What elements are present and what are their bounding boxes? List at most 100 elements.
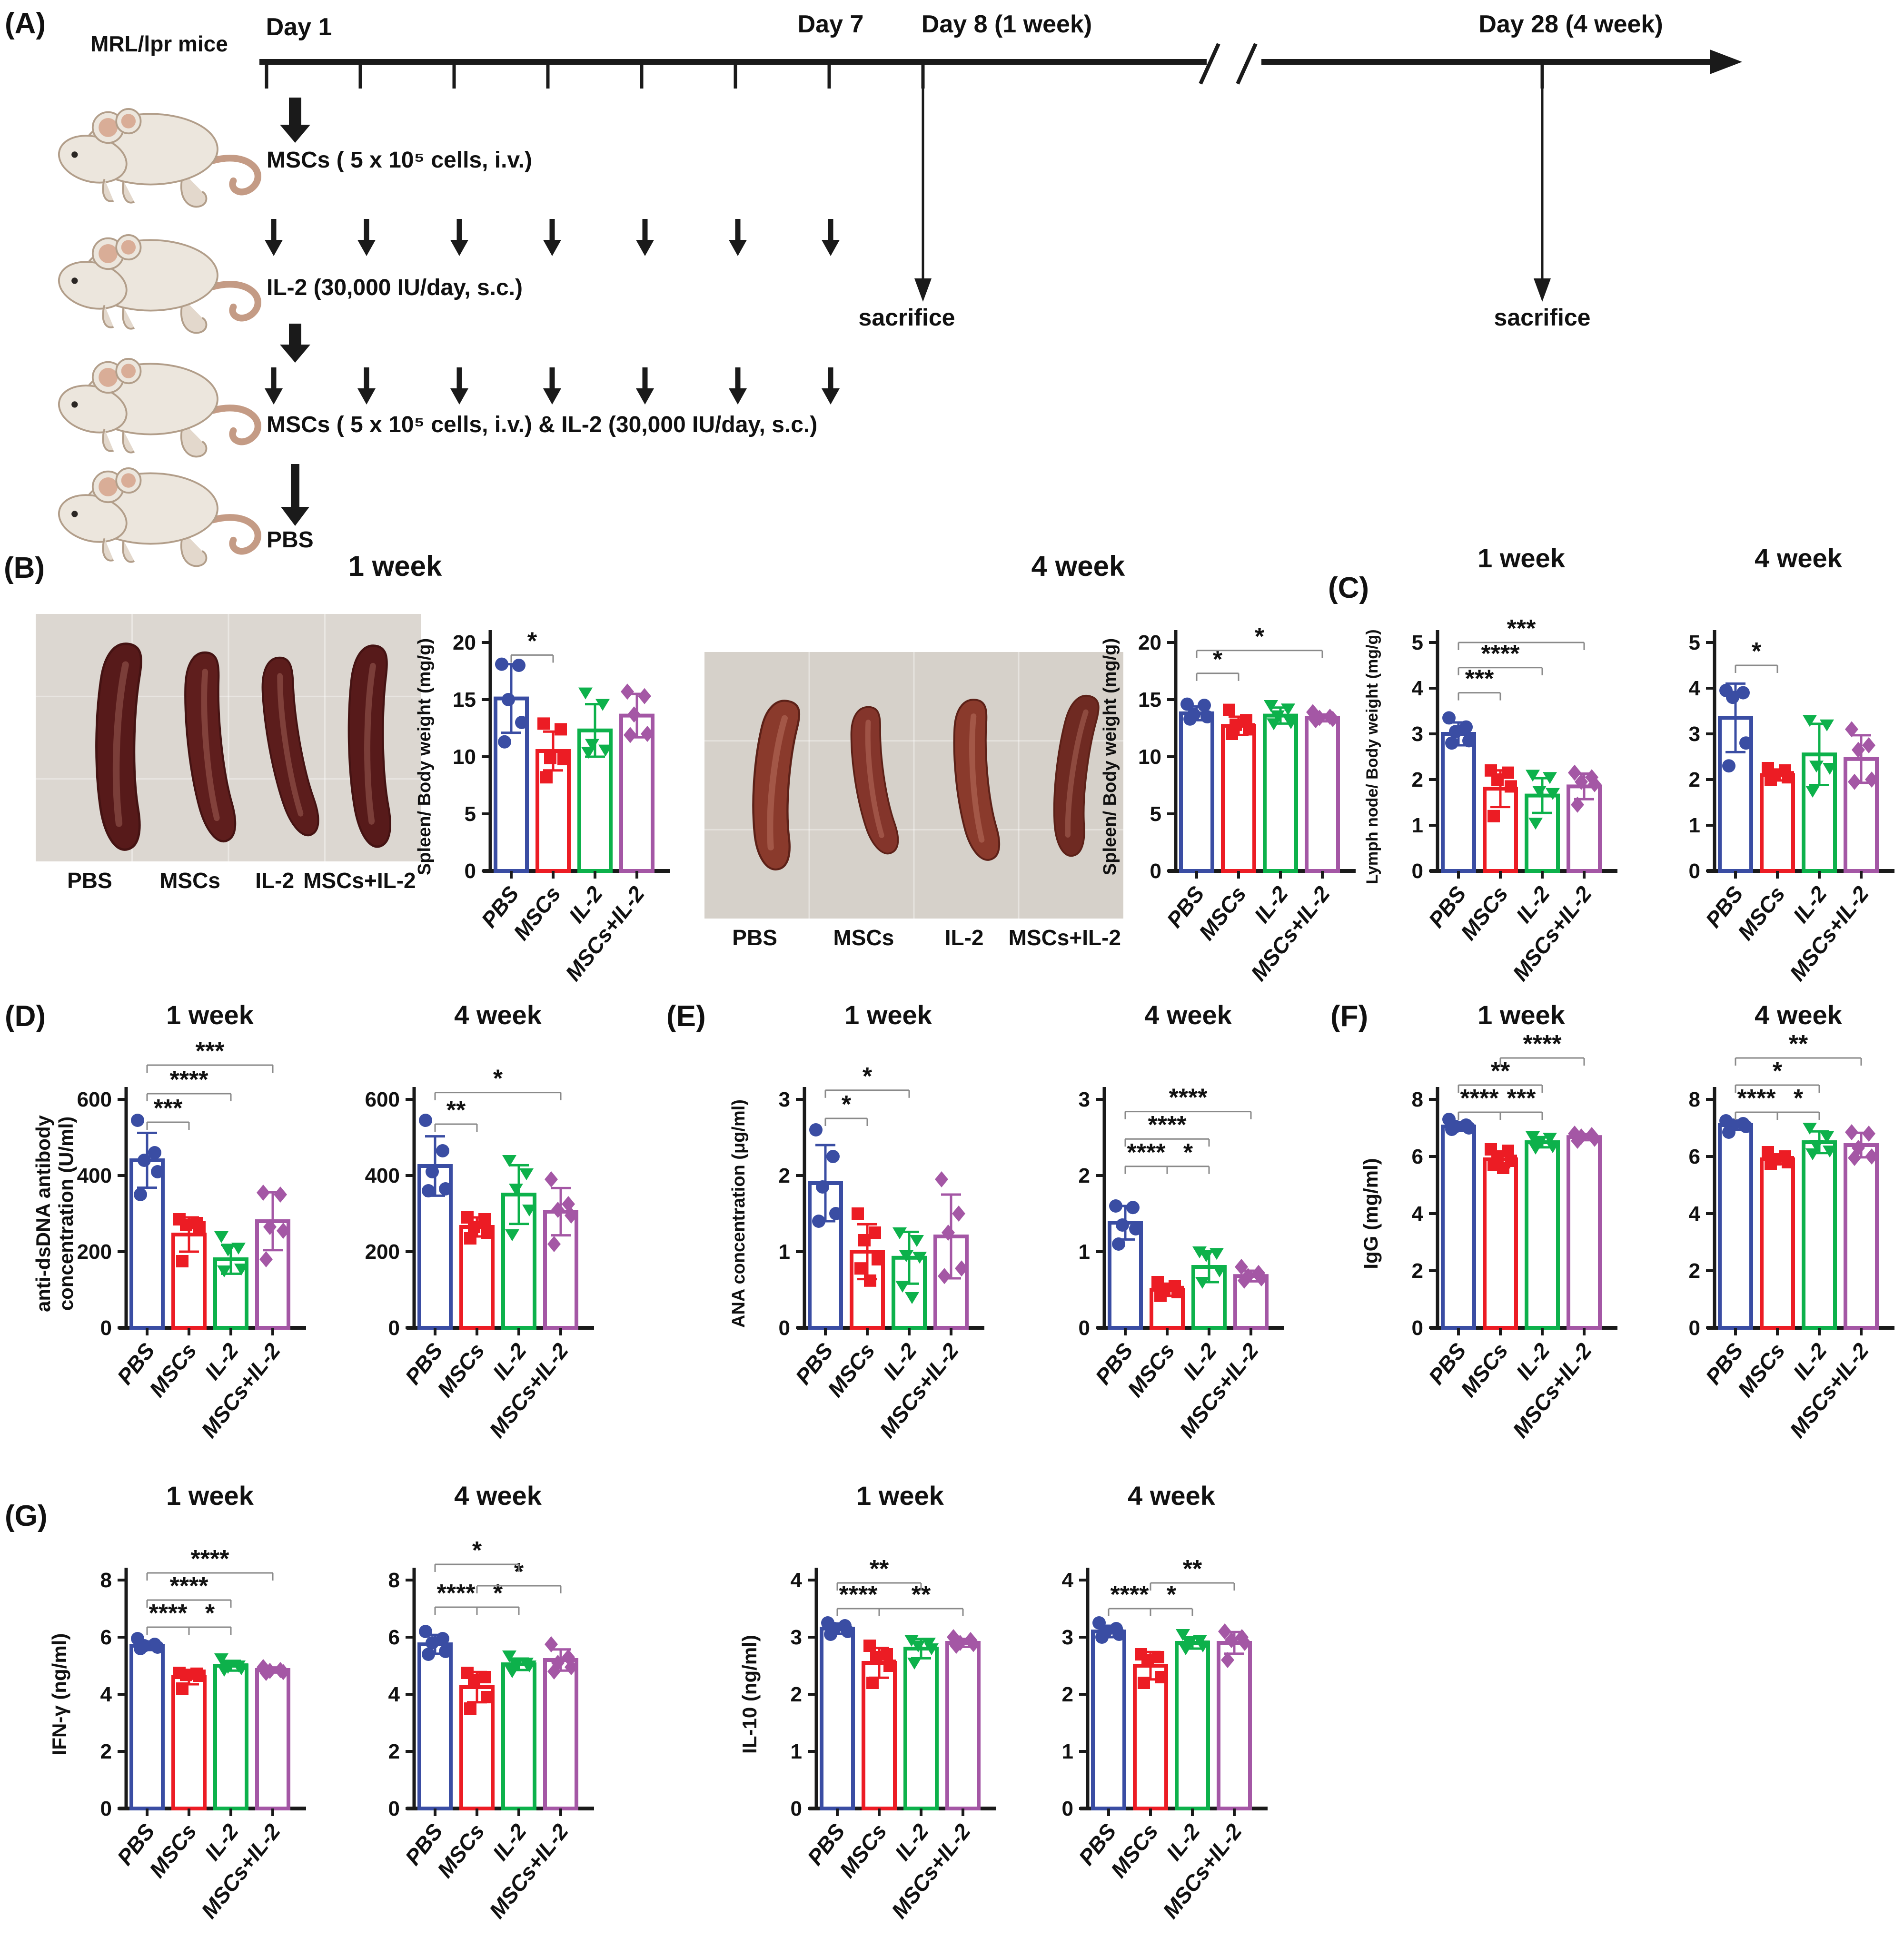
data-point-triangle-down-marker xyxy=(1823,1146,1837,1157)
data-point-circle-marker xyxy=(1722,759,1735,773)
spleen-photo-image xyxy=(704,652,1123,919)
spleen-photo-week1 xyxy=(36,614,421,861)
injection-arrow-icon xyxy=(280,345,310,363)
data-point-square-marker xyxy=(464,1702,476,1715)
bar-group-IL-2: IL-2 xyxy=(564,687,613,928)
sig-bracket: **** xyxy=(434,1580,478,1615)
panel-a-label: (A) xyxy=(5,7,46,40)
text-label: concentration (U/ml) xyxy=(55,1117,77,1311)
data-point-square-marker xyxy=(1223,703,1235,716)
data-point-diamond-marker xyxy=(547,1663,561,1680)
bar-IL-2 xyxy=(501,1662,536,1810)
data-point-circle-marker xyxy=(824,1628,837,1641)
data-point-square-marker xyxy=(180,1669,192,1681)
data-point-circle-marker xyxy=(515,716,528,729)
text-label: 1 xyxy=(1689,814,1700,837)
bar-group-IL-2: IL-2 xyxy=(1250,700,1298,928)
chart-title: 1 week xyxy=(166,1481,254,1511)
axes: 0 5 10 15 20 xyxy=(1138,630,1356,883)
data-point-circle-marker xyxy=(1112,1237,1125,1251)
data-point-triangle-down-marker xyxy=(895,1281,910,1293)
bar-group-IL-2: IL-2 xyxy=(1511,1131,1560,1384)
sig-stars: **** xyxy=(1148,1111,1187,1139)
data-point-triangle-down-marker xyxy=(1267,718,1281,731)
data-point-circle-marker xyxy=(1180,697,1194,711)
panel-b-week4-title: 4 week xyxy=(1031,550,1125,582)
data-point-square-marker xyxy=(180,1219,192,1231)
spleen-photo-image xyxy=(36,614,421,861)
bar-MSCs+IL-2 xyxy=(1305,716,1340,873)
data-point-triangle-down-marker xyxy=(1210,1248,1224,1260)
sig-stars: **** xyxy=(170,1572,209,1600)
data-point-circle-marker xyxy=(1459,720,1473,734)
data-point-square-marker xyxy=(481,1226,494,1239)
bar-MSCs xyxy=(1133,1664,1168,1810)
data-point-circle-marker xyxy=(1739,736,1753,750)
treatment-row-pbs: PBS xyxy=(267,464,314,553)
chart-title: 1 week xyxy=(844,1000,932,1030)
data-point-triangle-down-marker xyxy=(912,1252,927,1264)
photo-label-il2: IL-2 xyxy=(944,925,984,950)
chart-lymphnode-weight-1week: 1 week Lymph node/ Body weight (mg/g) 0 1 2 3… xyxy=(1357,543,1623,999)
text-label: 3 xyxy=(791,1626,802,1649)
y-axis-label: IL-10 (ng/ml) xyxy=(738,1635,761,1754)
data-point-square-marker xyxy=(1502,766,1514,779)
data-point-circle-marker xyxy=(1726,691,1739,704)
text-label: 6 xyxy=(1412,1145,1423,1168)
bar-chart-B2: Spleen/ Body weight (mg/g) 05101520PBSMSC… xyxy=(1100,623,1356,985)
photo-label-pbs: PBS xyxy=(732,925,777,950)
data-point-square-marker xyxy=(1141,1654,1154,1666)
text-label: 4 week xyxy=(454,1481,542,1511)
spleen-shape xyxy=(95,642,142,851)
data-point-triangle-down-marker xyxy=(505,1666,519,1678)
data-point-circle-marker xyxy=(1095,1631,1109,1644)
chart-il10-4week: 4 week 0 1 2 3 4 PBS MSCs IL-2 MSCs+IL-2 **** * ** xyxy=(1007,1480,1273,1937)
data-point-diamond-marker xyxy=(1306,704,1319,721)
data-point-triangle-down-marker xyxy=(502,1155,516,1167)
text-label: IFN-γ (ng/ml) xyxy=(48,1633,70,1756)
sig-bracket: * xyxy=(824,1063,910,1098)
text-label: 0 xyxy=(465,860,476,883)
x-category-label: MSCs xyxy=(432,1819,489,1882)
sig-bracket: **** xyxy=(146,1572,232,1608)
data-point-circle-marker xyxy=(1462,734,1476,748)
data-point-circle-marker xyxy=(426,1636,439,1650)
x-category-label: MSCs xyxy=(1456,1338,1513,1402)
data-point-circle-marker xyxy=(439,1182,452,1196)
text-label: sacrifice xyxy=(1494,304,1591,331)
data-point-diamond-marker xyxy=(621,683,634,700)
data-point-triangle-down-marker xyxy=(1526,770,1540,782)
text-label: 8 xyxy=(1689,1088,1700,1111)
text-label: 200 xyxy=(365,1240,400,1264)
data-point-square-marker xyxy=(481,1691,494,1703)
bar-PBS xyxy=(1441,732,1476,873)
sig-bracket: **** xyxy=(1499,1030,1585,1066)
text-label: 2 xyxy=(791,1683,802,1706)
bar-MSCs+IL-2 xyxy=(255,1668,290,1810)
sig-bracket: **** xyxy=(836,1581,880,1616)
data-point-triangle-down-marker xyxy=(1264,700,1278,712)
data-point-circle-marker xyxy=(138,1154,151,1167)
data-point-circle-marker xyxy=(502,693,515,706)
data-point-triangle-down-marker xyxy=(598,744,613,757)
data-point-diamond-marker xyxy=(1255,1270,1268,1286)
data-point-circle-marker xyxy=(495,657,508,671)
data-point-square-marker xyxy=(1782,771,1794,784)
data-point-diamond-marker xyxy=(638,688,651,704)
text-label: 1 xyxy=(779,1240,790,1264)
data-point-circle-marker xyxy=(1109,1199,1122,1213)
chart-title: 1 week xyxy=(166,1000,254,1030)
photo-label-mscs: MSCs xyxy=(159,868,220,893)
text-label: 2 xyxy=(1412,768,1423,791)
text-label: 0 xyxy=(779,1316,790,1340)
bar-group-IL-2: IL-2 xyxy=(488,1155,536,1384)
data-point-circle-marker xyxy=(134,1642,147,1655)
sig-stars: **** xyxy=(1460,1085,1499,1112)
sig-stars: * xyxy=(1167,1581,1177,1609)
mouse-tail xyxy=(209,281,261,322)
injection-arrow-icon xyxy=(357,388,376,405)
text-label: 400 xyxy=(77,1164,112,1187)
injection-arrow-icon xyxy=(281,507,309,526)
injection-arrow-icon xyxy=(357,240,376,256)
